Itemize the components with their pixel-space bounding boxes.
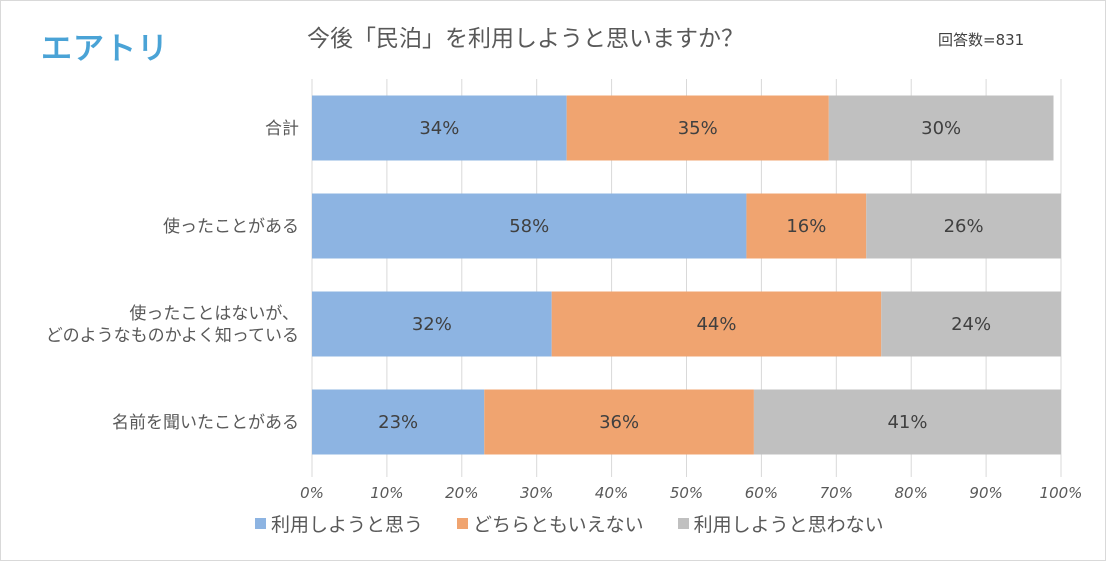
x-tick-label: 0% (300, 484, 324, 502)
x-tick-label: 90% (969, 484, 1002, 502)
legend-label: 利用しようと思う (271, 510, 423, 537)
legend-label: どちらともいえない (473, 510, 644, 537)
data-label: 58% (509, 216, 549, 237)
chart-frame: エアトリ 今後「民泊」を利用しようと思いますか？ 回答数=831 34% 35% 3… (0, 0, 1106, 561)
data-label: 34% (419, 118, 459, 139)
legend-item-series-1: どちらともいえない (457, 510, 644, 537)
chart-legend: 利用しようと思う どちらともいえない 利用しようと思わない (255, 510, 918, 537)
data-label: 16% (786, 216, 826, 237)
x-tick-label: 40% (595, 484, 628, 502)
data-label: 41% (887, 412, 927, 433)
x-tick-label: 60% (745, 484, 778, 502)
data-label: 32% (412, 314, 452, 335)
data-label: 23% (378, 412, 418, 433)
data-label: 35% (678, 118, 718, 139)
category-label: 合計 (265, 119, 299, 139)
data-label: 24% (951, 314, 991, 335)
legend-swatch (678, 518, 689, 529)
stacked-bar-chart: 34% 35% 30% 合計 58% 16% 26% 使ったことがある 32% 44% 24% 使った… (1, 1, 1105, 560)
category-label: 名前を聞いたことがある (112, 413, 299, 433)
x-tick-label: 20% (445, 484, 478, 502)
x-tick-label: 80% (895, 484, 928, 502)
legend-swatch (457, 518, 468, 529)
legend-item-series-2: 利用しようと思わない (678, 510, 884, 537)
x-tick-label: 30% (520, 484, 553, 502)
legend-label: 利用しようと思わない (694, 510, 884, 537)
x-tick-label: 10% (370, 484, 403, 502)
data-label: 44% (696, 314, 736, 335)
data-label: 26% (944, 216, 984, 237)
category-label: どのようなものかよく知っている (46, 326, 299, 346)
category-label: 使ったことがある (163, 216, 299, 237)
x-tick-label: 100% (1040, 484, 1083, 502)
x-tick-label: 70% (820, 484, 853, 502)
legend-swatch (255, 518, 266, 529)
x-tick-label: 50% (670, 484, 703, 502)
data-label: 36% (599, 412, 639, 433)
data-label: 30% (921, 118, 961, 139)
legend-item-series-0: 利用しようと思う (255, 510, 423, 537)
category-label: 使ったことはないが、 (129, 303, 299, 324)
